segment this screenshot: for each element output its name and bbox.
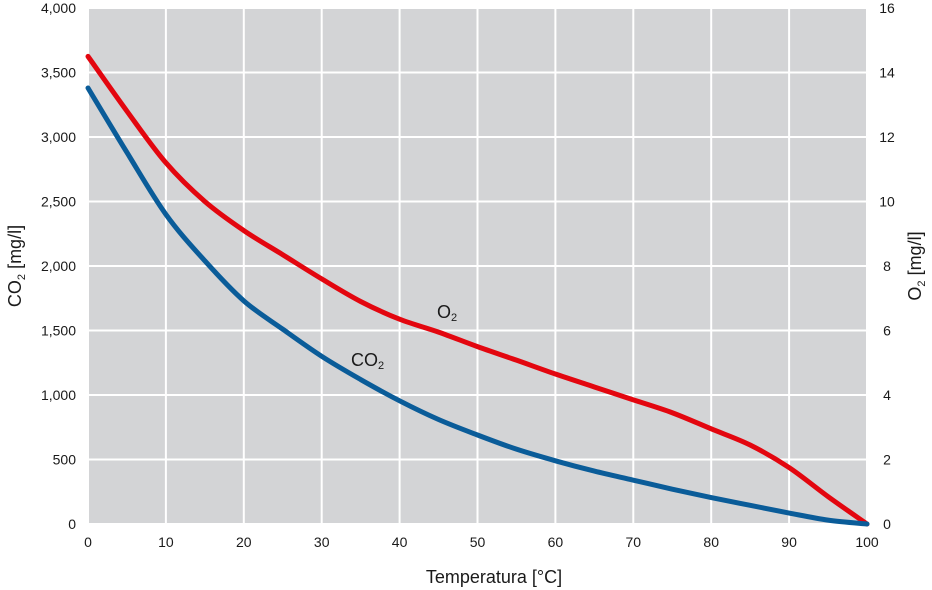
grid — [87, 7, 868, 525]
y-right-tick-label: 0 — [883, 516, 891, 532]
y-left-tick-label: 500 — [53, 452, 77, 468]
y-right-tick-label: 12 — [879, 129, 895, 145]
y-right-tick-label: 4 — [883, 387, 891, 403]
y-left-tick-label: 3,000 — [41, 129, 76, 145]
x-tick-label: 0 — [84, 534, 92, 550]
x-tick-label: 80 — [703, 534, 719, 550]
y-left-tick-label: 2,500 — [41, 194, 76, 210]
y-left-tick-label: 1,000 — [41, 387, 76, 403]
y-right-tick-label: 6 — [883, 323, 891, 339]
x-tick-label: 50 — [470, 534, 486, 550]
x-tick-label: 20 — [236, 534, 252, 550]
y-left-tick-label: 4,000 — [41, 0, 76, 16]
o2-series-line — [85, 53, 870, 527]
y-left-axis-label: CO2 [mg/l] — [5, 225, 28, 307]
y-right-tick-labels: 0 2 4 6 8 10 12 14 16 — [879, 0, 895, 532]
x-tick-labels: 0 10 20 30 40 50 60 70 80 90 100 — [84, 534, 879, 550]
y-left-tick-label: 3,500 — [41, 65, 76, 81]
x-tick-label: 60 — [548, 534, 564, 550]
o2-series-label: O2 — [437, 302, 457, 324]
co2-series-line — [85, 85, 870, 527]
x-tick-label: 40 — [392, 534, 408, 550]
y-left-tick-labels: 0 500 1,000 1,500 2,000 2,500 3,000 3,500 4,000 — [41, 0, 76, 532]
y-right-tick-label: 14 — [879, 65, 895, 81]
series-lines — [85, 53, 870, 527]
y-left-tick-label: 2,000 — [41, 258, 76, 274]
y-left-tick-label: 1,500 — [41, 323, 76, 339]
y-right-axis-label: O2 [mg/l] — [905, 231, 928, 300]
y-right-tick-label: 8 — [883, 258, 891, 274]
co2-series-label: CO2 — [351, 350, 384, 372]
x-tick-label: 70 — [626, 534, 642, 550]
y-left-tick-label: 0 — [68, 516, 76, 532]
y-right-tick-label: 2 — [883, 452, 891, 468]
x-tick-label: 90 — [781, 534, 797, 550]
x-tick-label: 100 — [855, 534, 879, 550]
y-right-tick-label: 10 — [879, 194, 895, 210]
y-right-tick-label: 16 — [879, 0, 895, 16]
x-tick-label: 30 — [314, 534, 330, 550]
x-axis-label: Temperatura [°C] — [426, 567, 562, 587]
x-tick-label: 10 — [158, 534, 174, 550]
